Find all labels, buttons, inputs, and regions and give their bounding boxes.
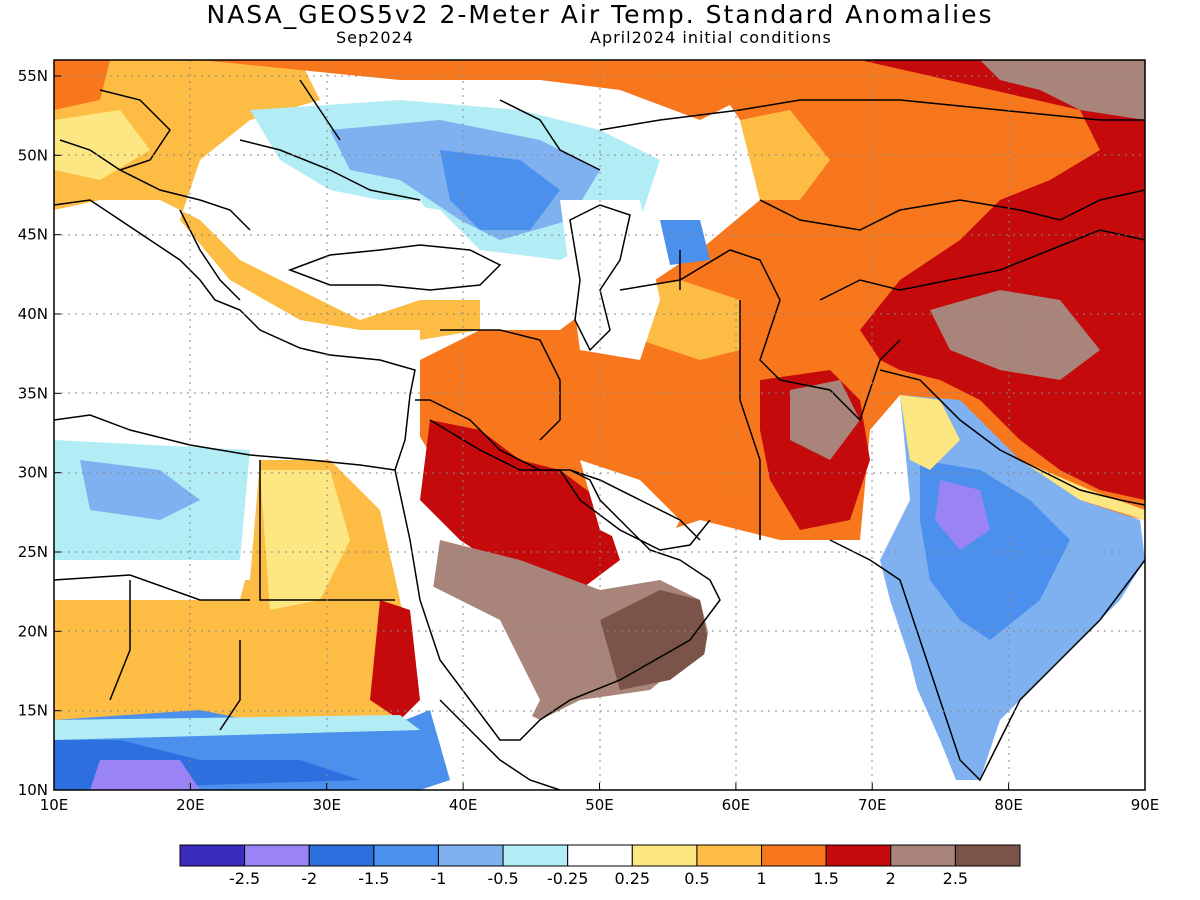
colorbar-label: 0.25 bbox=[614, 869, 650, 888]
colorbar-swatch bbox=[954, 844, 1021, 867]
y-tick-label: 15N bbox=[18, 702, 48, 720]
y-tick-label: 30N bbox=[18, 464, 48, 482]
y-tick-label: 10N bbox=[18, 781, 48, 799]
x-tick-label: 20E bbox=[176, 796, 205, 814]
coastlines bbox=[54, 79, 1145, 790]
colorbar-label: -2 bbox=[301, 869, 317, 888]
colorbar-label: -1 bbox=[430, 869, 446, 888]
colorbar-label: 1.5 bbox=[813, 869, 838, 888]
colorbar-swatch bbox=[308, 844, 375, 867]
colorbar-swatch bbox=[631, 844, 698, 867]
colorbar-labels: -2.5 -2 -1.5 -1 -0.5 -0.25 0.25 0.5 1 1.5 2 2.5 bbox=[229, 869, 968, 888]
x-axis-ticks: 10E 20E 30E 40E 50E 60E 70E 80E 90E bbox=[40, 783, 1160, 814]
y-tick-label: 25N bbox=[18, 543, 48, 561]
x-tick-label: 60E bbox=[722, 796, 751, 814]
colorbar-swatch bbox=[244, 844, 310, 867]
initial-conditions: April2024 initial conditions bbox=[590, 28, 832, 47]
forecast-month: Sep2024 bbox=[336, 28, 414, 47]
y-tick-label: 45N bbox=[18, 226, 48, 244]
colorbar-swatch bbox=[761, 844, 827, 867]
y-tick-label: 50N bbox=[18, 146, 48, 164]
map-title: NASA_GEOS5v2 2-Meter Air Temp. Standard … bbox=[206, 0, 994, 29]
colorbar-label: -2.5 bbox=[229, 869, 260, 888]
x-tick-label: 50E bbox=[585, 796, 614, 814]
x-tick-label: 70E bbox=[858, 796, 887, 814]
colorbar-label: 1 bbox=[756, 869, 766, 888]
colorbar-label: 2.5 bbox=[943, 869, 968, 888]
colorbar-swatch bbox=[179, 844, 246, 867]
y-axis-ticks: 10N 15N 20N 25N 30N 35N 40N 45N 50N 55N bbox=[18, 67, 61, 799]
y-tick-label: 40N bbox=[18, 305, 48, 323]
x-tick-label: 80E bbox=[994, 796, 1023, 814]
y-tick-label: 35N bbox=[18, 384, 48, 402]
x-tick-label: 10E bbox=[40, 796, 69, 814]
x-tick-label: 90E bbox=[1131, 796, 1160, 814]
colorbar bbox=[179, 844, 1021, 867]
colorbar-swatch bbox=[502, 844, 569, 867]
x-tick-label: 30E bbox=[312, 796, 341, 814]
anomaly-field bbox=[54, 60, 1145, 790]
colorbar-label: -1.5 bbox=[358, 869, 389, 888]
y-tick-label: 20N bbox=[18, 622, 48, 640]
gridlines bbox=[54, 60, 1145, 790]
colorbar-label: -0.25 bbox=[547, 869, 588, 888]
colorbar-swatch bbox=[373, 844, 439, 867]
colorbar-swatch bbox=[890, 844, 956, 867]
colorbar-swatch bbox=[696, 844, 763, 867]
colorbar-swatch bbox=[437, 844, 504, 867]
y-tick-label: 55N bbox=[18, 67, 48, 85]
colorbar-label: 2 bbox=[886, 869, 896, 888]
colorbar-swatch bbox=[567, 844, 633, 867]
x-tick-label: 40E bbox=[449, 796, 478, 814]
colorbar-label: -0.5 bbox=[487, 869, 518, 888]
colorbar-swatch bbox=[825, 844, 892, 867]
colorbar-label: 0.5 bbox=[684, 869, 709, 888]
